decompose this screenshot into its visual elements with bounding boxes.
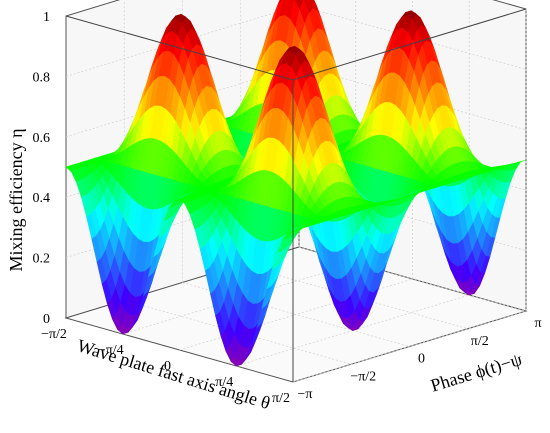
gridline <box>65 5 527 77</box>
axes-box-front <box>65 8 527 382</box>
tick-labels: 00.20.40.60.81−π/2−π/40π/4π/2 −π−π/20π/2π <box>33 10 542 406</box>
y-tick-label: π/2 <box>471 334 489 349</box>
z-tick-label: 1 <box>43 10 50 25</box>
z-tick-label: 0.6 <box>33 131 51 146</box>
x-tick-label: π/4 <box>215 375 233 390</box>
z-tick-label: 0.2 <box>33 252 51 267</box>
z-tick-label: 0.8 <box>33 70 51 85</box>
x-tick-label: −π/2 <box>41 327 67 342</box>
gridline <box>292 310 527 383</box>
y-tick-label: π <box>534 316 541 331</box>
z-tick-label: 0.4 <box>33 191 51 206</box>
z-tick-label: 0 <box>43 312 50 327</box>
gridline <box>298 246 527 312</box>
gridline <box>182 282 410 347</box>
y-tick-label: −π/2 <box>350 369 376 384</box>
y-axis-label: Phase ϕ(t)−ψ <box>428 349 525 397</box>
x-tick-label: 0 <box>164 359 171 374</box>
y-tick-label: −π <box>298 387 313 402</box>
z-axis-label: Mixing efficiency η <box>6 128 26 271</box>
y-tick-label: 0 <box>418 352 425 367</box>
x-tick-label: −π/4 <box>98 343 124 358</box>
x-tick-label: π/2 <box>272 391 290 406</box>
surface-mesh <box>65 0 527 367</box>
